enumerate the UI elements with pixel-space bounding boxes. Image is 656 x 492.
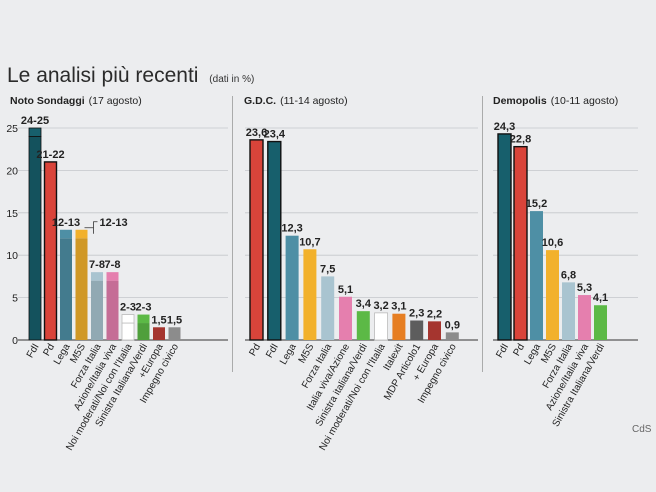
data-label: 2,3 — [409, 307, 424, 319]
bar — [43, 161, 58, 341]
y-tick-label: 20 — [6, 165, 18, 177]
data-label: 12-13 — [52, 217, 80, 229]
data-label: 6,8 — [561, 269, 576, 281]
bar — [75, 238, 88, 340]
bar — [392, 313, 406, 340]
bar — [285, 235, 299, 340]
data-label: 5,1 — [338, 284, 353, 296]
data-label: 2-3 — [120, 302, 136, 314]
y-tick-label: 25 — [6, 123, 18, 135]
panel-title: Demopolis (10-11 agosto) — [493, 95, 618, 107]
data-label: 3,4 — [356, 298, 372, 310]
bar — [137, 323, 150, 340]
data-label: 10,7 — [299, 236, 320, 248]
bar — [106, 280, 119, 340]
data-label: 23,6 — [246, 127, 267, 139]
data-label: 12,3 — [281, 223, 302, 235]
data-label: 2-3 — [136, 302, 152, 314]
bar — [546, 250, 559, 340]
data-label: 24,3 — [494, 121, 515, 133]
bar-range — [106, 272, 119, 281]
category-label: Pd — [247, 342, 263, 358]
bar-range — [121, 314, 135, 324]
bar — [60, 238, 72, 340]
bar — [249, 139, 264, 341]
bar — [28, 136, 42, 341]
data-label: 21-22 — [36, 149, 64, 161]
bar — [445, 332, 459, 340]
bar — [374, 312, 389, 341]
bar — [267, 140, 282, 341]
y-tick-label: 5 — [12, 293, 18, 305]
bar — [562, 282, 575, 340]
bar — [168, 327, 181, 340]
bar — [530, 211, 543, 340]
bar — [91, 280, 103, 340]
panel-title-name: Noto Sondaggi — [10, 95, 85, 107]
bar — [339, 296, 352, 340]
chart-subtitle: (dati in %) — [209, 74, 254, 85]
data-label: 1,5 — [167, 314, 182, 326]
panel-title-date: (17 agosto) — [89, 95, 142, 107]
panel-title: Noto Sondaggi (17 agosto) — [10, 95, 142, 107]
bar — [303, 249, 317, 340]
data-label: 3,2 — [373, 300, 388, 312]
bar — [356, 311, 370, 340]
bar — [428, 321, 441, 340]
data-label: 12-13 — [100, 217, 128, 229]
panel-title-date: (10-11 agosto) — [551, 95, 619, 107]
bar-range — [75, 229, 88, 239]
chart-title: Le analisi più recenti (dati in %) — [7, 64, 254, 87]
data-label: 22,8 — [510, 134, 531, 146]
bar-range — [137, 314, 150, 324]
chart-title-text: Le analisi più recenti — [7, 64, 198, 87]
data-label: 2,2 — [427, 308, 442, 320]
bar-range — [60, 229, 72, 239]
category-label: Pd — [41, 342, 57, 358]
panel-title: G.D.C. (11-14 agosto) — [244, 95, 348, 107]
category-label: Pd — [511, 342, 527, 358]
bracket — [84, 221, 98, 234]
data-label: 3,1 — [391, 301, 406, 313]
data-label: 7,5 — [320, 263, 335, 275]
data-label: 10,6 — [542, 237, 563, 249]
bar — [321, 276, 335, 340]
data-label: 7-8 — [89, 259, 105, 271]
y-tick-label: 15 — [6, 208, 18, 220]
y-tick-label: 10 — [6, 250, 18, 262]
y-tick-label: 0 — [12, 335, 18, 347]
bar — [121, 322, 135, 341]
data-label: 23,4 — [264, 129, 286, 141]
bar — [153, 327, 165, 340]
data-label: 1,5 — [151, 314, 166, 326]
bar-range — [28, 127, 42, 137]
panel-title-name: G.D.C. — [244, 95, 276, 107]
bar — [578, 295, 591, 340]
data-label: 24-25 — [21, 115, 49, 127]
data-label: 15,2 — [526, 198, 547, 210]
credit: CdS — [632, 424, 652, 435]
bar-range — [91, 272, 103, 281]
bar — [497, 133, 512, 341]
data-label: 0,9 — [445, 319, 460, 331]
panel-title-date: (11-14 agosto) — [280, 95, 348, 107]
bar — [594, 305, 607, 340]
bar — [513, 145, 528, 341]
panel-title-name: Demopolis — [493, 95, 547, 107]
data-label: 5,3 — [577, 282, 592, 294]
data-label: 4,1 — [593, 292, 608, 304]
bar — [410, 320, 424, 340]
data-label: 7-8 — [105, 259, 121, 271]
